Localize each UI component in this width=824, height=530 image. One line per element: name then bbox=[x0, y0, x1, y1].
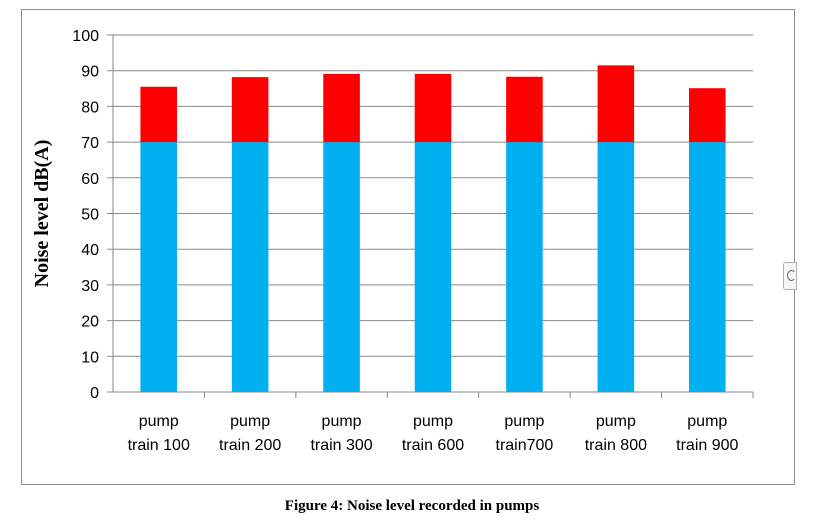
y-tick-label: 0 bbox=[90, 385, 99, 402]
x-tick-label: pump bbox=[413, 413, 453, 430]
y-tick-label: 80 bbox=[81, 99, 99, 116]
x-tick-label: pump bbox=[230, 413, 270, 430]
bar-top-segment bbox=[140, 86, 177, 143]
bar-top-segment bbox=[414, 73, 452, 143]
bar-base-segment bbox=[140, 142, 177, 392]
x-tick-label: train 900 bbox=[676, 437, 738, 454]
x-tick-label: train 300 bbox=[310, 437, 372, 454]
side-handle-icon[interactable] bbox=[783, 262, 797, 290]
x-tick-label: train 800 bbox=[585, 437, 647, 454]
bar-base-segment bbox=[597, 142, 635, 392]
figure-caption: Figure 4: Noise level recorded in pumps bbox=[284, 498, 540, 514]
bar-base-segment bbox=[689, 142, 726, 392]
y-tick-label: 10 bbox=[81, 349, 99, 366]
bar-base-segment bbox=[323, 142, 360, 392]
bar-chart: 0 10 20 30 40 50 60 70 80 90 100 pump train 100 pump t… bbox=[31, 28, 754, 454]
x-tick-label: train700 bbox=[496, 437, 554, 454]
y-tick-label: 30 bbox=[81, 278, 99, 295]
x-tick-label: train 600 bbox=[402, 437, 464, 454]
bar-top-segment bbox=[689, 88, 726, 143]
x-tick-label: pump bbox=[504, 413, 544, 430]
y-axis-label: Noise level dB(A) bbox=[31, 140, 53, 288]
x-tick-label: pump bbox=[139, 413, 179, 430]
bar-top-segment bbox=[231, 77, 269, 143]
y-tick-label: 40 bbox=[81, 242, 99, 259]
x-tick-label: pump bbox=[596, 413, 636, 430]
y-tick-label: 50 bbox=[81, 207, 99, 224]
bar-top-segment bbox=[506, 76, 543, 143]
x-tick-label: train 200 bbox=[219, 437, 281, 454]
bar-base-segment bbox=[414, 142, 452, 392]
y-tick-label: 60 bbox=[81, 171, 99, 188]
bar-base-segment bbox=[506, 142, 543, 392]
bar-base-segment bbox=[231, 142, 269, 392]
bar-top-segment bbox=[323, 73, 360, 143]
x-tick-label: train 100 bbox=[128, 437, 190, 454]
x-tick-label: pump bbox=[687, 413, 727, 430]
y-tick-label: 70 bbox=[81, 135, 99, 152]
x-tick-label: pump bbox=[322, 413, 362, 430]
y-tick-label: 100 bbox=[72, 28, 99, 45]
bar-top-segment bbox=[597, 65, 635, 143]
y-tick-label: 20 bbox=[81, 314, 99, 331]
y-tick-label: 90 bbox=[81, 64, 99, 81]
